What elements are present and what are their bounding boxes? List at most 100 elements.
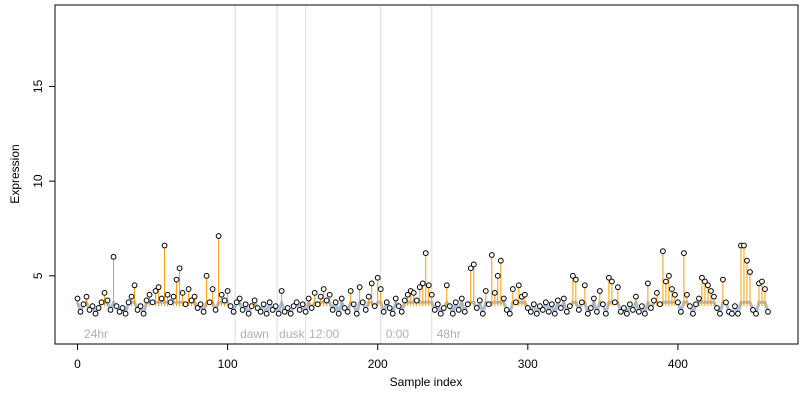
data-point-58 (248, 303, 255, 310)
phase-label-4: 0:00 (386, 327, 410, 341)
data-point-120 (434, 301, 441, 308)
data-point-165 (569, 272, 576, 279)
data-point-71 (287, 310, 294, 317)
data-point-208 (699, 274, 705, 281)
data-point-205 (690, 310, 696, 317)
data-point-140 (494, 272, 501, 279)
data-point-26 (152, 288, 159, 294)
data-point-212 (711, 293, 717, 300)
data-point-112 (410, 289, 417, 296)
data-point-197 (666, 272, 672, 279)
data-point-158 (548, 301, 555, 308)
data-point-64 (266, 299, 273, 306)
data-point-124 (446, 303, 453, 310)
data-point-11 (107, 307, 114, 313)
data-point-149 (521, 291, 528, 298)
data-point-173 (593, 308, 600, 315)
data-point-137 (485, 301, 492, 308)
data-point-156 (542, 299, 549, 306)
data-point-36 (182, 301, 189, 308)
data-point-163 (563, 308, 570, 315)
data-point-141 (497, 257, 504, 264)
data-point-69 (281, 308, 288, 315)
data-point-31 (167, 299, 174, 306)
data-point-99 (371, 303, 378, 310)
data-point-146 (512, 299, 519, 306)
data-point-226 (753, 310, 759, 317)
data-point-192 (651, 297, 657, 304)
data-point-167 (575, 307, 582, 313)
data-point-51 (227, 303, 234, 310)
data-point-90 (344, 308, 351, 315)
data-point-106 (392, 295, 399, 302)
data-point-108 (398, 308, 405, 315)
data-point-83 (323, 297, 330, 304)
data-point-218 (729, 310, 735, 317)
data-point-200 (675, 299, 681, 306)
data-point-19 (131, 282, 138, 289)
data-point-142 (500, 295, 507, 302)
data-point-105 (389, 310, 396, 317)
data-point-181 (617, 308, 624, 315)
data-point-185 (629, 307, 636, 313)
data-point-119 (431, 307, 438, 313)
data-point-23 (143, 297, 150, 304)
data-point-129 (461, 308, 468, 315)
y-axis: 5 10 15 (31, 79, 56, 279)
data-point-225 (750, 307, 756, 313)
data-point-43 (203, 272, 210, 279)
data-point-190 (644, 280, 651, 287)
data-point-113 (413, 297, 420, 304)
data-point-97 (365, 293, 372, 300)
data-point-15 (119, 305, 126, 311)
data-point-204 (687, 303, 693, 310)
data-point-53 (233, 299, 240, 306)
data-point-179 (611, 299, 618, 306)
data-point-139 (491, 289, 498, 296)
data-point-127 (455, 307, 462, 313)
x-axis-title: Sample index (390, 375, 463, 389)
data-point-91 (347, 288, 354, 294)
data-point-2 (80, 301, 87, 308)
data-point-8 (98, 299, 105, 306)
data-point-27 (155, 284, 162, 291)
data-point-88 (338, 295, 345, 302)
data-point-57 (245, 310, 252, 317)
data-point-187 (635, 308, 642, 315)
data-point-168 (578, 299, 585, 306)
data-point-202 (681, 250, 687, 256)
x-axis: 0 100 200 300 400 (74, 343, 688, 371)
data-point-203 (684, 291, 690, 298)
data-point-48 (218, 291, 225, 298)
data-point-198 (669, 286, 675, 292)
data-point-171 (587, 305, 594, 311)
data-point-153 (533, 310, 540, 317)
data-point-186 (632, 293, 639, 300)
data-point-209 (702, 278, 708, 285)
data-point-121 (437, 310, 444, 317)
data-point-102 (380, 308, 387, 315)
data-point-81 (317, 293, 324, 300)
data-point-189 (641, 310, 648, 317)
phase-label-3: 12:00 (309, 327, 339, 341)
data-point-78 (308, 305, 315, 311)
data-point-14 (116, 308, 123, 315)
data-point-201 (678, 308, 684, 315)
data-point-86 (332, 299, 339, 306)
data-point-131 (467, 265, 474, 272)
data-point-29 (161, 242, 168, 249)
data-point-128 (458, 295, 465, 302)
data-point-62 (260, 301, 267, 308)
data-point-126 (452, 299, 459, 306)
data-point-133 (473, 305, 480, 311)
data-point-196 (663, 278, 669, 285)
data-point-52 (230, 308, 237, 315)
data-point-155 (539, 307, 546, 313)
data-point-54 (236, 295, 243, 302)
data-point-164 (566, 303, 573, 310)
data-point-228 (759, 278, 765, 285)
data-point-134 (476, 297, 483, 304)
y-tick-label-0: 5 (31, 272, 45, 279)
data-point-193 (654, 289, 660, 296)
data-point-177 (605, 274, 612, 281)
